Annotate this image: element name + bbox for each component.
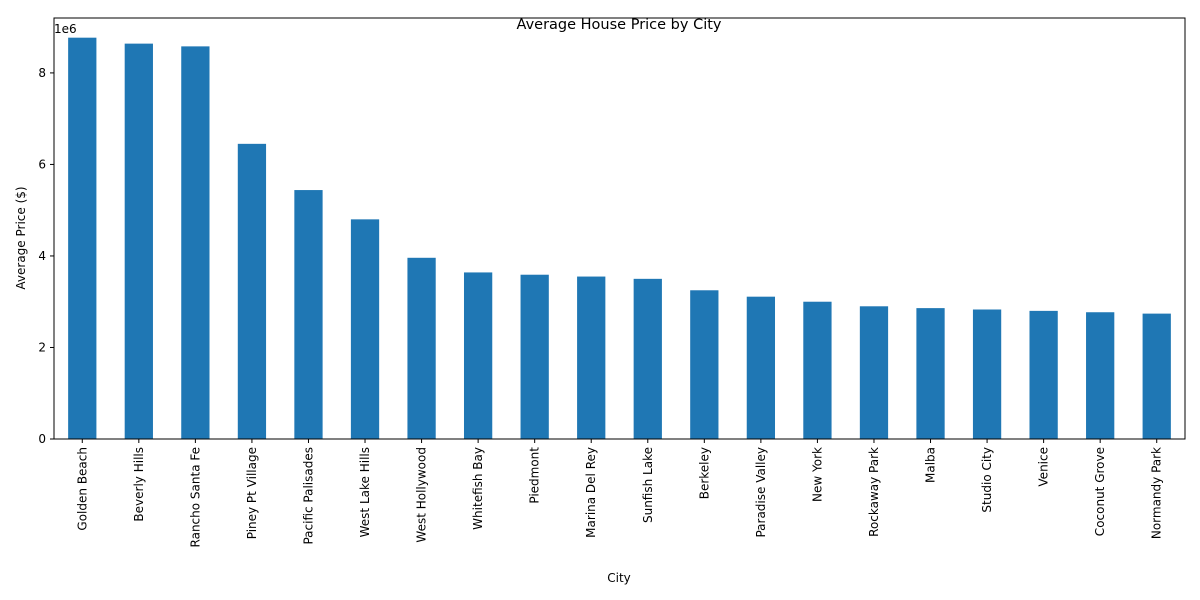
bar-venice (1029, 310, 1058, 439)
x-tick-label: Sunfish Lake (641, 447, 655, 523)
bar-new-york (803, 301, 832, 439)
bar-berkeley (690, 290, 719, 439)
x-tick-label: Golden Beach (75, 447, 89, 531)
y-tick-label: 4 (38, 249, 46, 263)
bar-rockaway-park (859, 306, 889, 439)
x-tick-label: Pacific Palisades (301, 447, 315, 545)
x-tick-label: Venice (1037, 447, 1051, 487)
bar-west-lake-hills (350, 219, 380, 439)
x-axis-ticks: Golden Beach Beverly Hills Rancho Santa Fe… (75, 439, 1164, 547)
bar-beverly-hills (124, 43, 153, 439)
bar-whitefish-bay (463, 272, 493, 439)
x-tick-label: West Lake Hills (358, 447, 372, 537)
x-tick-label: Coconut Grove (1093, 447, 1107, 536)
x-tick-label: Rancho Santa Fe (188, 447, 202, 547)
x-tick-label: Rockaway Park (867, 447, 881, 537)
bar-pacific-palisades (294, 190, 323, 439)
bar-rancho-santa-fe (181, 46, 210, 440)
x-tick-label: New York (810, 447, 824, 502)
y-axis-ticks: 0 2 4 6 8 (38, 66, 54, 446)
x-tick-label: Whitefish Bay (471, 447, 485, 530)
bar-sunfish-lake (633, 278, 662, 439)
x-tick-label: Paradise Valley (754, 447, 768, 538)
bar-piney-pt-village (237, 143, 267, 439)
y-tick-label: 6 (38, 157, 46, 171)
x-tick-label: Piney Pt Village (245, 447, 259, 539)
x-tick-label: Malba (924, 447, 938, 483)
chart-title: Average House Price by City (517, 17, 722, 33)
bar-normandy-park (1142, 313, 1171, 439)
bar-malba (916, 308, 945, 439)
bar-paradise-valley (746, 296, 776, 439)
bar-golden-beach (68, 37, 97, 440)
x-tick-label: Beverly Hills (132, 447, 146, 522)
x-axis-label: City (607, 571, 631, 585)
y-tick-label: 8 (38, 66, 46, 80)
x-tick-label: Piedmont (528, 447, 542, 504)
bar-studio-city (972, 309, 1002, 439)
x-tick-label: Studio City (980, 447, 994, 513)
bar-coconut-grove (1086, 312, 1115, 439)
bars-group (68, 37, 1171, 440)
x-tick-label: Marina Del Rey (584, 447, 598, 538)
bar-piedmont (520, 274, 549, 439)
bar-marina-del-rey (577, 276, 606, 439)
x-tick-label: West Hollywood (415, 447, 429, 543)
x-tick-label: Normandy Park (1150, 447, 1164, 539)
y-axis-label: Average Price ($) (14, 186, 28, 289)
x-tick-label: Berkeley (697, 447, 711, 499)
plot-frame (53, 17, 1186, 440)
y-tick-label: 2 (38, 340, 46, 354)
y-axis-offset-label: 1e6 (54, 22, 77, 36)
bar-west-hollywood (407, 257, 436, 439)
y-tick-label: 0 (38, 432, 46, 446)
